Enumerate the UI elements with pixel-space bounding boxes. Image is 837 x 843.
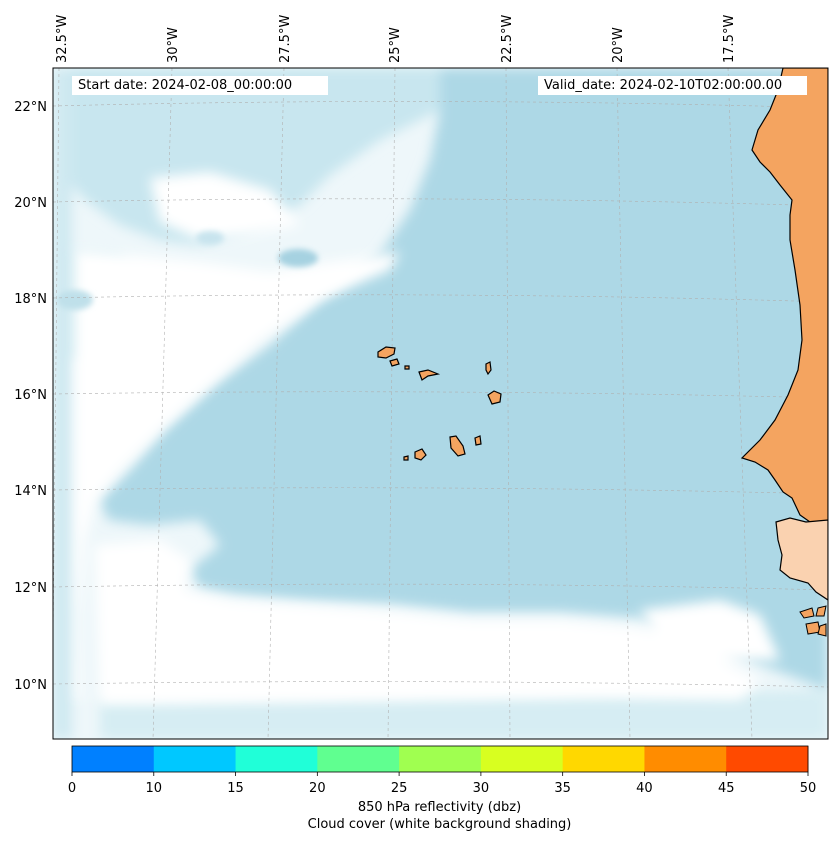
meridian-27-5w: [267, 68, 285, 739]
land-bissagos-2: [815, 605, 827, 617]
lon-label-22-5w: 22.5°W: [500, 15, 515, 63]
cloud-cell-3: [196, 231, 224, 245]
clear-sky-north: [150, 172, 300, 240]
colorbar-tick-label-3: 20: [309, 781, 326, 796]
colorbar-tick-label-2: 15: [227, 781, 244, 796]
meridian-25w: [387, 68, 396, 739]
lat-label-20n: 20°N: [14, 196, 47, 211]
cloud-cells: [57, 231, 318, 310]
clear-sky-southeast: [640, 600, 780, 660]
parallel-20n: [53, 198, 828, 207]
colorbar-segment-7: [644, 746, 727, 772]
island-sal: [485, 361, 492, 376]
colorbar-frame: [71, 745, 809, 773]
clear-sky: [75, 172, 780, 704]
colorbar-segment-8: [726, 746, 809, 772]
island-boa-vista: [487, 390, 502, 405]
parallel-16n: [53, 391, 828, 399]
cloud-cell-2: [57, 290, 93, 310]
colorbar: 0 10 15 20 25 30 35 40 45 50: [68, 745, 817, 796]
island-santiago: [449, 435, 466, 457]
colorbar-tick-label-7: 40: [636, 781, 653, 796]
colorbar-tick-label-0: 0: [68, 781, 76, 796]
meridian-30w: [152, 68, 173, 739]
colorbar-tick-label-1: 10: [146, 781, 163, 796]
colorbar-tick-label-9: 50: [800, 781, 817, 796]
start-date-box: Start date: 2024-02-08_00:00:00: [72, 76, 328, 95]
colorbar-tick-label-5: 30: [473, 781, 490, 796]
longitude-labels: 32.5°W 30°W 27.5°W 25°W 22.5°W 20°W 17.5…: [55, 15, 737, 63]
map-area: [53, 68, 828, 739]
lon-label-30w: 30°W: [166, 27, 181, 63]
lon-label-20w: 20°W: [611, 27, 626, 63]
lon-label-27-5w: 27.5°W: [278, 15, 293, 63]
colorbar-tick-label-6: 35: [554, 781, 571, 796]
lon-label-25w: 25°W: [388, 27, 403, 63]
parallel-22n: [53, 101, 828, 109]
colorbar-segment-1: [153, 746, 237, 772]
cloud-band-south: [100, 690, 828, 739]
parallel-18n: [53, 294, 828, 303]
colorbar-label: 850 hPa reflectivity (dbz): [357, 800, 522, 815]
parallel-10n: [53, 681, 828, 688]
lat-label-22n: 22°N: [14, 100, 47, 115]
land-guinea-coast: [775, 517, 828, 601]
cloud-cell-1: [278, 249, 318, 267]
map-frame: [52, 67, 829, 740]
lon-label-17-5w: 17.5°W: [722, 15, 737, 63]
colorbar-segment-5: [480, 746, 564, 772]
parallel-14n: [53, 487, 828, 495]
valid-date-label: Valid_date: 2024-02-10T02:00:00.00: [544, 78, 783, 93]
meridian-22-5w: [505, 68, 511, 739]
clear-sky-south: [95, 540, 760, 704]
colorbar-segment-2: [235, 746, 318, 772]
island-brava: [403, 455, 409, 461]
cloud-streak-west-edge: [53, 68, 72, 739]
cloud-band-northwest: [60, 68, 440, 245]
start-date-label: Start date: 2024-02-08_00:00:00: [78, 78, 293, 93]
latitude-labels: 22°N 20°N 18°N 16°N 14°N 12°N 10°N: [14, 100, 47, 693]
colorbar-segment-0: [72, 746, 155, 772]
lat-label-10n: 10°N: [14, 678, 47, 693]
cloud-deck-main: [100, 68, 828, 690]
lat-label-12n: 12°N: [14, 581, 47, 596]
island-maio: [474, 435, 482, 446]
clear-sky-west: [75, 250, 400, 700]
cloud-cover: [53, 68, 828, 739]
land-bijagos: [799, 607, 815, 619]
island-santa-luzia: [404, 365, 410, 370]
island-santo-antao: [377, 346, 396, 359]
valid-date-box: Valid_date: 2024-02-10T02:00:00.00: [538, 76, 807, 95]
lat-label-16n: 16°N: [14, 388, 47, 403]
land-bissagos-3: [805, 621, 821, 635]
colorbar-sublabel: Cloud cover (white background shading): [307, 817, 572, 832]
lon-label-32-5w: 32.5°W: [55, 15, 70, 63]
colorbar-tick-label-8: 45: [718, 781, 735, 796]
lat-label-14n: 14°N: [14, 484, 47, 499]
land-africa: [740, 68, 828, 531]
parallel-12n: [53, 583, 828, 591]
lat-label-18n: 18°N: [14, 292, 47, 307]
colorbar-tick-label-4: 25: [391, 781, 408, 796]
colorbar-segment-6: [562, 746, 645, 772]
cape-verde-islands: [377, 346, 502, 461]
land-bissagos-4: [817, 623, 827, 637]
meridian-20w: [616, 68, 631, 739]
colorbar-segment-4: [399, 746, 482, 772]
colorbar-segment-3: [317, 746, 400, 772]
island-fogo: [414, 448, 427, 461]
island-sao-nicolau: [418, 369, 441, 381]
island-sao-vicente: [389, 358, 400, 367]
meridian-17-5w: [727, 68, 753, 739]
